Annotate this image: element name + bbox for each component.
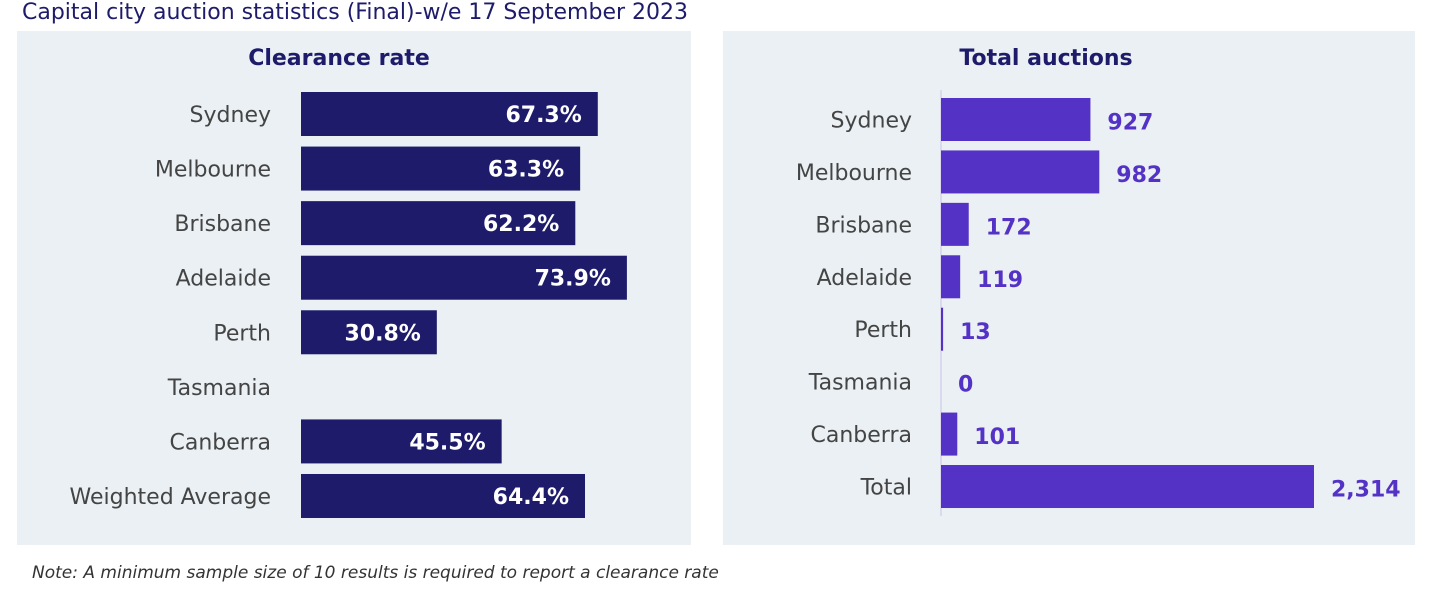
clearance-data-label-perth: 30.8% — [344, 321, 420, 346]
footnote: Note: A minimum sample size of 10 result… — [32, 563, 719, 583]
clearance-data-label-canberra: 45.5% — [409, 430, 485, 455]
auctions-category-label-perth: Perth — [854, 318, 912, 343]
auctions-data-label-tasmania: 0 — [958, 373, 973, 398]
clearance-data-label-sydney: 67.3% — [505, 103, 581, 128]
auctions-category-label-brisbane: Brisbane — [815, 213, 912, 238]
auctions-bar-melbourne — [941, 150, 1100, 194]
clearance-category-label-sydney: Sydney — [190, 103, 271, 128]
auctions-bar-total — [941, 465, 1314, 509]
clearance-bar-canberra — [301, 419, 502, 464]
clearance-category-label-tasmania: Tasmania — [167, 376, 271, 401]
auctions-chart-title: Total auctions — [959, 46, 1132, 71]
auctions-data-label-perth: 13 — [960, 320, 991, 345]
clearance-category-label-brisbane: Brisbane — [174, 212, 271, 237]
clearance-category-label-weighted-average: Weighted Average — [70, 485, 271, 510]
page-title: Capital city auction statistics (Final)-… — [22, 0, 689, 25]
clearance-category-label-canberra: Canberra — [170, 430, 271, 455]
auctions-data-label-melbourne: 982 — [1116, 163, 1162, 188]
clearance-bar-melbourne — [301, 146, 581, 191]
auctions-bar-brisbane — [941, 202, 969, 246]
auctions-category-label-adelaide: Adelaide — [817, 266, 912, 291]
auctions-data-label-adelaide: 119 — [977, 268, 1023, 293]
clearance-data-label-adelaide: 73.9% — [535, 267, 611, 292]
clearance-category-label-perth: Perth — [213, 321, 271, 346]
clearance-rate-chart: Clearance rate Sydney 67.3% Melbourne 63.3% B… — [70, 46, 627, 518]
clearance-bar-sydney — [301, 92, 598, 136]
clearance-bar-brisbane — [301, 201, 576, 246]
clearance-bar-adelaide — [301, 255, 627, 300]
clearance-data-label-weighted-average: 64.4% — [493, 485, 569, 510]
clearance-category-label-melbourne: Melbourne — [155, 158, 271, 183]
auctions-bar-perth — [941, 307, 944, 351]
auctions-category-label-sydney: Sydney — [831, 109, 912, 134]
total-auctions-panel: Total auctions Sydney 927 Melbourne 982 Brisb… — [723, 31, 1415, 545]
auctions-bar-canberra — [941, 412, 958, 456]
clearance-bar-perth — [301, 310, 437, 355]
auctions-data-label-canberra: 101 — [974, 425, 1020, 450]
clearance-data-label-brisbane: 62.2% — [483, 212, 559, 237]
clearance-category-label-adelaide: Adelaide — [176, 267, 271, 292]
total-auctions-chart: Total auctions Sydney 927 Melbourne 982 Brisb… — [796, 46, 1401, 517]
auctions-category-label-canberra: Canberra — [811, 423, 912, 448]
auctions-data-label-brisbane: 172 — [986, 215, 1032, 240]
clearance-rate-panel: Clearance rate Sydney 67.3% Melbourne 63.3% B… — [17, 31, 691, 545]
auctions-category-label-melbourne: Melbourne — [796, 161, 912, 186]
auctions-category-label-tasmania: Tasmania — [808, 371, 912, 396]
clearance-data-label-melbourne: 63.3% — [488, 158, 564, 183]
auctions-bar-adelaide — [941, 255, 961, 299]
auctions-bar-sydney — [941, 98, 1091, 141]
auctions-data-label-sydney: 927 — [1107, 111, 1153, 136]
clearance-bar-weighted-average — [301, 473, 586, 518]
auctions-data-label-total: 2,314 — [1331, 478, 1401, 503]
auctions-category-label-total: Total — [860, 476, 912, 501]
clearance-chart-title: Clearance rate — [248, 46, 430, 71]
